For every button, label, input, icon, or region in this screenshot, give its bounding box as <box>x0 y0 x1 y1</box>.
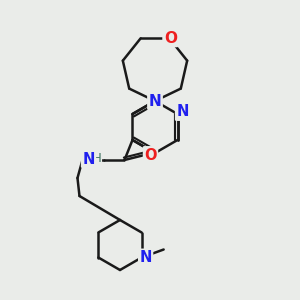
Text: O: O <box>164 31 177 46</box>
Text: N: N <box>148 94 161 109</box>
Text: N: N <box>176 104 189 119</box>
Text: H: H <box>92 152 101 166</box>
Text: N: N <box>140 250 152 265</box>
Text: O: O <box>144 148 157 163</box>
Text: N: N <box>82 152 95 166</box>
